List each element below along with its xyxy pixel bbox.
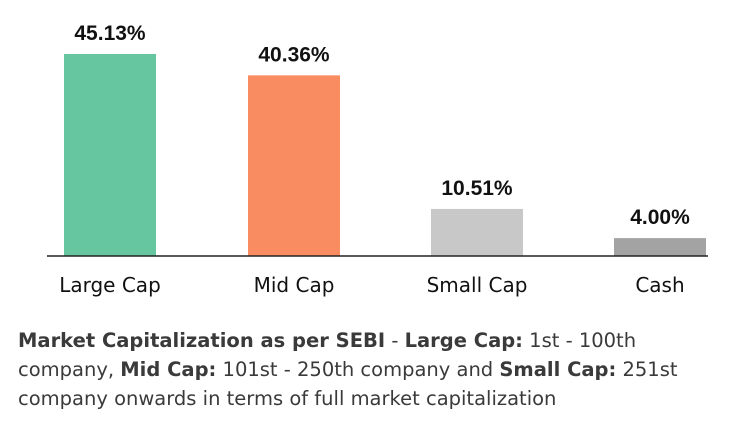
bar-small-cap — [431, 208, 523, 256]
footnote-large-cap-definition: 1st - 100th company, — [18, 329, 637, 381]
footnote-mid-cap-term: Mid Cap: — [120, 358, 217, 381]
bar-mid-cap — [248, 75, 340, 257]
category-label-small-cap: Small Cap — [427, 273, 528, 297]
footnote-sebi-heading: Market Capitalization as per SEBI — [18, 329, 386, 352]
bar-large-cap — [64, 54, 156, 256]
market-cap-bar-chart: 45.13% Large Cap 40.36% Mid Cap 10.51% Small … — [47, 22, 708, 297]
category-label-large-cap: Large Cap — [59, 273, 161, 297]
value-label-mid-cap: 40.36% — [258, 43, 330, 66]
bars-group — [64, 54, 706, 257]
bar-cash — [614, 238, 706, 256]
labels-group: 45.13% Large Cap 40.36% Mid Cap 10.51% Small … — [59, 22, 690, 297]
footnote: Market Capitalization as per SEBI - Larg… — [18, 326, 728, 413]
footnote-separator: - — [385, 329, 405, 352]
value-label-cash: 4.00% — [630, 206, 690, 229]
category-label-mid-cap: Mid Cap — [254, 273, 335, 297]
footnote-small-cap-term: Small Cap: — [499, 358, 617, 381]
category-label-cash: Cash — [635, 273, 684, 297]
value-label-small-cap: 10.51% — [441, 177, 513, 200]
footnote-large-cap-term: Large Cap: — [404, 329, 523, 352]
footnote-small-cap-definition: 251st company onwards in terms of full m… — [18, 358, 678, 410]
footnote-mid-cap-definition: 101st - 250th company and — [216, 358, 500, 381]
value-label-large-cap: 45.13% — [74, 22, 146, 45]
